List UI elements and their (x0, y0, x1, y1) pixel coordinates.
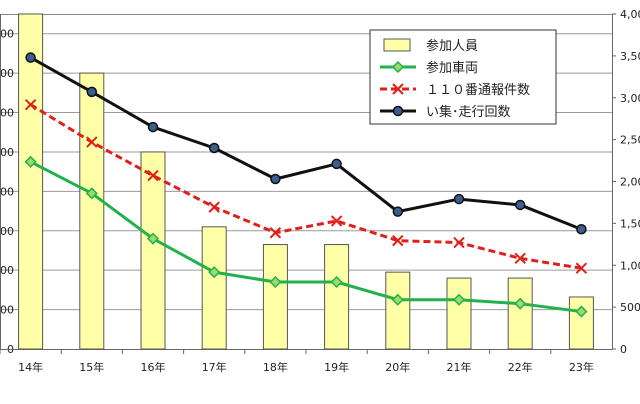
line-series (24, 52, 588, 318)
bar (201, 226, 227, 350)
left-tick-label: 8,000 (0, 28, 14, 41)
x-tick-label: 17年 (202, 360, 227, 374)
point-marker (146, 232, 160, 245)
point-marker (330, 275, 343, 289)
x-tick-label: 22年 (508, 360, 533, 374)
point-marker (208, 201, 220, 213)
point-marker (331, 158, 342, 170)
left-tick-label: 7,000 (0, 67, 14, 80)
point-marker (392, 206, 404, 217)
x-tick-label: 16年 (141, 360, 166, 374)
point-marker (24, 98, 37, 111)
point-marker (391, 60, 405, 74)
point-marker (330, 215, 343, 227)
x-tick-label: 21年 (447, 360, 472, 374)
point-marker (576, 223, 587, 235)
point-marker (270, 173, 281, 185)
legend-label: 参加人員 (426, 38, 478, 54)
bar (507, 277, 533, 350)
point-marker (453, 193, 465, 205)
point-marker (24, 155, 37, 168)
point-marker (269, 275, 282, 289)
point-marker (392, 105, 404, 117)
left-tick-label: 5,000 (0, 146, 14, 159)
series-line (29, 160, 582, 314)
point-marker (452, 293, 466, 306)
series-line (29, 56, 582, 231)
point-marker (25, 52, 36, 63)
right-tick-label: 3,000 (620, 92, 640, 105)
x-tick-label: 19年 (324, 360, 349, 374)
point-marker (514, 252, 526, 265)
series-line (29, 103, 582, 270)
right-tick-label: 3,500 (620, 50, 640, 63)
legend-label: 参加車両 (426, 60, 478, 76)
x-tick-label: 18年 (263, 360, 288, 374)
legend-label: い集･走行回数 (426, 104, 511, 120)
point-marker (575, 262, 588, 274)
right-tick-label: 1,500 (620, 217, 640, 230)
right-tick-label: 4,000 (620, 8, 640, 21)
left-tick-label: 6,000 (0, 107, 14, 120)
x-tick-label: 14年 (18, 360, 43, 374)
point-marker (208, 266, 221, 279)
point-marker (514, 297, 527, 310)
right-tick-label: 0 (620, 343, 627, 356)
legend-label: １１０番通報件数 (426, 83, 530, 98)
point-marker (453, 236, 465, 249)
bar (18, 13, 44, 350)
point-marker (391, 293, 404, 306)
axes: 0 1,000 2,000 3,000 4,000 5,000 6,000 7,000 8,00… (0, 8, 640, 374)
point-marker (575, 305, 588, 318)
bar (79, 72, 105, 350)
right-tick-label: 2,000 (620, 176, 640, 189)
right-tick-label: 500 (620, 301, 640, 314)
x-tick-label: 23年 (569, 360, 594, 374)
bar (385, 271, 411, 350)
bar (324, 244, 350, 350)
left-tick-label: 2,000 (0, 264, 14, 277)
point-marker (147, 169, 159, 182)
x-tick-label: 20年 (385, 360, 410, 374)
left-tick-label: 3,000 (0, 225, 14, 238)
point-marker (208, 142, 220, 154)
point-marker (514, 199, 526, 211)
point-marker (147, 121, 159, 133)
point-marker (392, 234, 404, 247)
right-tick-label: 2,500 (620, 134, 640, 147)
point-marker (392, 83, 404, 95)
bar (568, 296, 594, 350)
left-tick-label: 1,000 (0, 304, 14, 317)
bar (262, 244, 288, 350)
left-tick-label: 4,000 (0, 185, 14, 198)
right-tick-label: 1,000 (620, 259, 640, 272)
legend-swatch (383, 38, 411, 52)
point-marker (86, 86, 98, 98)
x-tick-label: 15年 (79, 360, 104, 374)
point-marker (86, 136, 98, 148)
bar (446, 277, 472, 350)
point-marker (85, 187, 98, 200)
bar-series (18, 13, 594, 350)
bar (140, 151, 166, 350)
point-marker (269, 227, 282, 239)
